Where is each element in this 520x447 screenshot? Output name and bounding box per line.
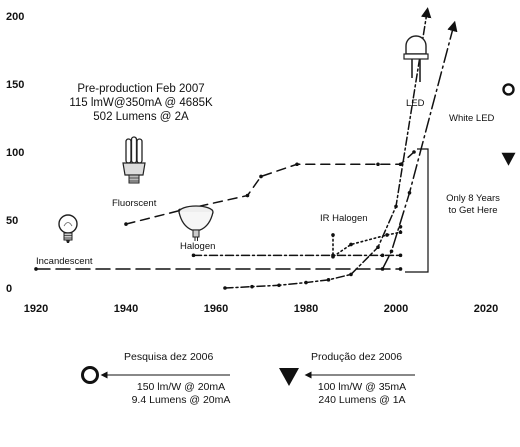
x-tick-label: 1940 xyxy=(114,303,138,315)
data-point xyxy=(389,249,394,254)
research-marker xyxy=(502,83,515,96)
data-point xyxy=(349,242,353,247)
y-tick-label: 200 xyxy=(6,11,24,23)
x-tick-label: 1960 xyxy=(204,303,228,315)
data-point xyxy=(398,267,403,271)
x-tick-label: 1920 xyxy=(24,303,48,315)
data-point xyxy=(380,253,385,258)
data-point xyxy=(349,272,353,277)
data-point xyxy=(398,253,403,258)
data-point xyxy=(124,222,128,226)
halogen-reflector-icon xyxy=(178,205,214,241)
fluorescent-bulb-icon xyxy=(122,136,146,184)
data-point xyxy=(245,193,250,198)
data-point xyxy=(380,267,385,271)
x-tick-label: 2000 xyxy=(384,303,408,315)
series-line-white-led xyxy=(381,20,458,270)
data-point xyxy=(34,267,38,271)
y-tick-label: 150 xyxy=(6,79,24,91)
led-icon xyxy=(403,35,429,82)
x-tick-label: 2020 xyxy=(474,303,498,315)
data-point xyxy=(277,283,281,288)
series-layer xyxy=(34,7,458,290)
x-axis-ticks: 1920 1940 1960 1980 2000 2020 xyxy=(24,303,498,315)
data-point xyxy=(385,233,389,237)
data-point xyxy=(304,280,308,285)
data-point xyxy=(331,233,335,237)
y-tick-label: 0 xyxy=(6,283,12,295)
y-tick-label: 100 xyxy=(6,147,24,159)
production-marker xyxy=(501,152,516,166)
data-point xyxy=(326,278,331,282)
data-point xyxy=(295,162,299,167)
data-point xyxy=(259,174,263,179)
y-tick-label: 50 xyxy=(6,215,18,227)
data-point xyxy=(407,191,412,195)
x-tick-label: 1980 xyxy=(294,303,318,315)
data-point xyxy=(398,225,403,229)
series-line-led xyxy=(224,7,432,289)
data-point xyxy=(250,284,254,289)
incandescent-bulb-icon xyxy=(58,214,78,243)
data-point xyxy=(331,254,335,259)
data-point xyxy=(412,150,416,154)
series-line-fluorscent xyxy=(125,151,415,225)
production-legend-triangle-icon xyxy=(279,368,299,386)
data-point xyxy=(376,245,380,249)
data-point xyxy=(376,162,380,167)
data-point xyxy=(394,204,398,209)
marker-layer xyxy=(501,83,516,166)
data-point xyxy=(398,230,403,235)
data-point xyxy=(398,162,403,167)
years-bracket xyxy=(405,148,429,273)
research-legend-circle-icon xyxy=(81,366,99,384)
y-axis-ticks: 0 50 100 150 200 xyxy=(6,11,24,295)
data-point xyxy=(223,286,227,290)
data-point xyxy=(191,253,196,258)
